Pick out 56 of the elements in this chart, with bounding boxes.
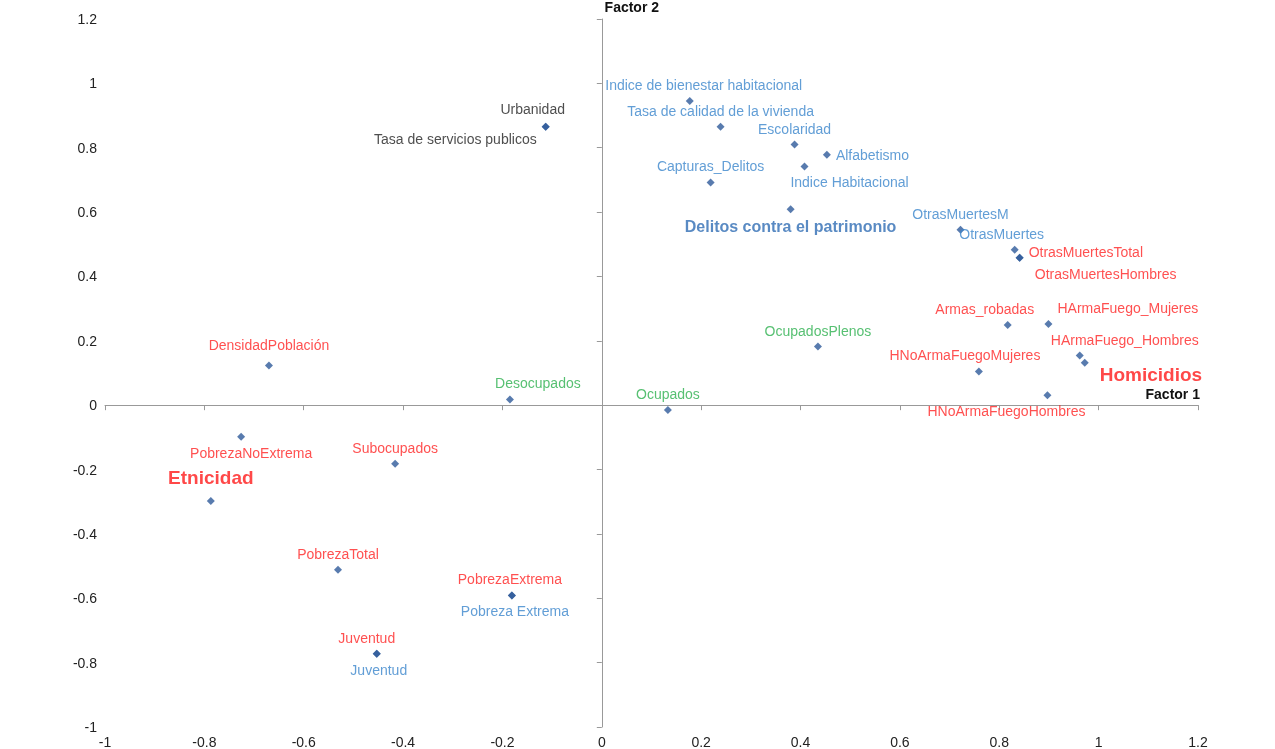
data-label: Escolaridad: [758, 120, 832, 137]
data-label: Urbanidad: [500, 100, 565, 117]
x-tick-label: 0.8: [989, 734, 1010, 749]
data-label: HNoArmaFuegoMujeres: [889, 347, 1041, 364]
y-tick-label: 0.2: [77, 332, 98, 349]
x-tick-label: -0.2: [490, 734, 515, 749]
y-tick-label: 1: [89, 75, 98, 92]
y-tick-label: -0.8: [72, 654, 98, 671]
data-label: Pobreza Extrema: [460, 603, 570, 620]
data-label: PobrezaNoExtrema: [190, 444, 313, 461]
y-tick-label: 0.6: [77, 204, 98, 221]
y-tick-label: -0.4: [72, 525, 98, 542]
data-label: PobrezaTotal: [297, 545, 379, 562]
data-label: Indice de bienestar habitacional: [605, 77, 803, 94]
data-label: Subocupados: [352, 439, 438, 456]
data-label: Homicidios: [1099, 364, 1203, 386]
x-tick-label: -0.6: [291, 734, 316, 749]
x-tick-label: 1: [1094, 734, 1103, 749]
data-label: Ocupados: [635, 386, 700, 403]
data-label: OcupadosPlenos: [764, 322, 872, 339]
x-tick-label: -0.8: [192, 734, 217, 749]
y-axis-title: Factor 2: [604, 0, 660, 15]
data-label: Capturas_Delitos: [656, 158, 765, 175]
y-tick-label: 0.4: [77, 268, 98, 285]
data-label: Delitos contra el patrimonio: [684, 217, 897, 235]
y-tick-label: -0.6: [72, 590, 98, 607]
data-label: Tasa de calidad de la vivienda: [627, 102, 815, 119]
data-label: Juventud: [338, 629, 396, 646]
data-label: Desocupados: [495, 375, 581, 392]
data-label: OtrasMuertes: [959, 225, 1045, 242]
data-label: Etnicidad: [168, 467, 254, 489]
data-label: Juventud: [350, 661, 408, 678]
data-label: Alfabetismo: [835, 146, 910, 163]
y-tick-label: 1.2: [77, 11, 98, 27]
data-label: OtrasMuertesHombres: [1034, 265, 1177, 282]
data-label: HArmaFuego_Hombres: [1050, 331, 1199, 348]
y-tick-label: 0.8: [77, 139, 98, 156]
y-tick-label: -0.2: [72, 461, 98, 478]
data-label: HNoArmaFuegoHombres: [927, 403, 1086, 420]
x-tick-label: -0.4: [391, 734, 416, 749]
data-label: OtrasMuertesTotal: [1028, 243, 1144, 260]
y-tick-label: -1: [84, 719, 98, 735]
data-label: Tasa de servicios publicos: [374, 130, 537, 147]
x-tick-label: 0: [597, 734, 606, 749]
x-tick-label: 1.2: [1188, 734, 1208, 749]
x-tick-label: 0.6: [890, 734, 910, 749]
data-label: HArmaFuego_Mujeres: [1057, 300, 1199, 317]
data-label: PobrezaExtrema: [457, 571, 563, 588]
x-axis-title: Factor 1: [1145, 386, 1201, 403]
y-tick-label: 0: [89, 397, 98, 414]
data-label: DensidadPoblación: [208, 336, 330, 353]
x-tick-label: 0.4: [790, 734, 811, 749]
data-label: OtrasMuertesM: [912, 205, 1009, 222]
x-tick-label: 0.2: [691, 734, 712, 749]
data-label: Indice Habitacional: [790, 174, 909, 191]
data-label: Armas_robadas: [935, 301, 1035, 318]
